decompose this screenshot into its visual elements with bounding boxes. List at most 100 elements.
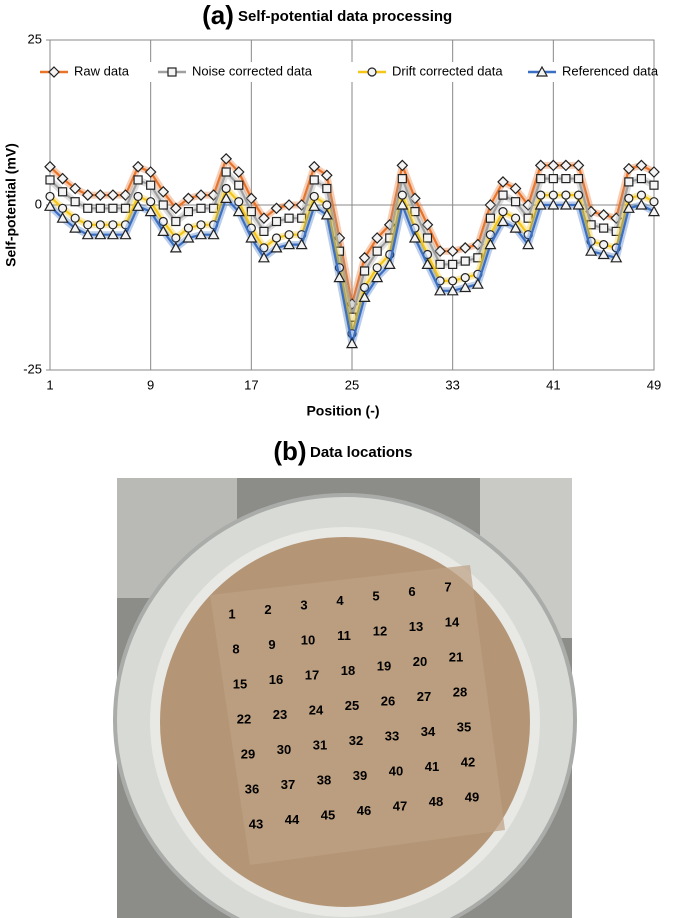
- marker: [221, 183, 231, 194]
- marker: [171, 216, 181, 227]
- legend-background: [51, 62, 653, 82]
- marker: [133, 175, 143, 185]
- marker: [308, 200, 321, 211]
- marker: [56, 211, 69, 223]
- legend-label: Referenced data: [562, 63, 659, 78]
- location-label: 1: [228, 606, 235, 621]
- marker: [396, 159, 409, 172]
- marker: [597, 209, 610, 221]
- marker: [371, 271, 384, 283]
- marker: [473, 253, 483, 263]
- location-label: 21: [449, 649, 463, 664]
- marker: [446, 284, 459, 296]
- marker: [95, 220, 105, 230]
- location-label: 28: [453, 684, 467, 699]
- location-label: 29: [241, 746, 255, 761]
- marker: [45, 175, 55, 185]
- photo: [113, 478, 577, 918]
- location-label: 41: [425, 759, 439, 774]
- marker: [70, 213, 80, 223]
- marker: [383, 258, 396, 269]
- location-label: 22: [237, 711, 251, 726]
- marker: [649, 180, 659, 190]
- location-label: 39: [353, 768, 367, 783]
- marker: [120, 203, 131, 213]
- panel-label: (a): [202, 0, 234, 30]
- legend-label: Drift corrected data: [392, 63, 503, 78]
- marker: [57, 187, 68, 197]
- marker: [635, 159, 648, 172]
- marker: [509, 221, 522, 233]
- marker: [358, 291, 371, 302]
- marker: [624, 177, 634, 187]
- marker: [459, 281, 472, 293]
- marker: [397, 190, 407, 200]
- marker: [622, 202, 635, 213]
- marker: [83, 203, 93, 213]
- marker: [510, 197, 521, 207]
- marker: [572, 159, 585, 172]
- marker: [333, 271, 346, 283]
- marker: [421, 258, 434, 269]
- marker: [146, 197, 156, 207]
- marker: [232, 166, 245, 178]
- location-label: 26: [381, 693, 395, 708]
- marker: [636, 190, 647, 200]
- marker: [119, 189, 132, 201]
- marker: [297, 213, 307, 223]
- marker: [561, 174, 571, 184]
- location-label: 7: [444, 579, 451, 594]
- marker: [270, 202, 283, 215]
- marker: [648, 166, 660, 178]
- y-tick-label: 0: [35, 196, 42, 211]
- marker: [221, 167, 231, 177]
- sheet: [210, 565, 505, 865]
- location-label: 23: [273, 707, 287, 722]
- marker: [182, 192, 195, 205]
- location-label: 15: [233, 676, 247, 691]
- marker: [157, 225, 170, 236]
- chart-title: Self-potential data processing: [238, 8, 452, 25]
- marker: [270, 241, 283, 253]
- location-label: 35: [457, 719, 471, 734]
- marker: [169, 241, 182, 253]
- marker: [498, 190, 508, 200]
- marker: [94, 228, 107, 240]
- marker: [108, 203, 118, 213]
- location-label: 17: [305, 667, 319, 682]
- marker: [146, 180, 156, 190]
- marker: [408, 231, 421, 243]
- location-label: 40: [389, 763, 403, 778]
- marker: [283, 199, 295, 211]
- marker: [358, 251, 371, 264]
- marker: [497, 176, 509, 188]
- marker: [284, 230, 294, 240]
- marker: [559, 198, 572, 210]
- location-label: 16: [269, 672, 283, 687]
- marker: [597, 248, 610, 260]
- marker: [446, 245, 459, 258]
- marker: [548, 174, 558, 184]
- legend-label: Noise corrected data: [192, 63, 313, 78]
- marker: [509, 182, 522, 195]
- marker: [371, 232, 384, 244]
- location-label: 37: [281, 777, 295, 792]
- marker: [271, 233, 282, 243]
- marker: [295, 238, 308, 250]
- location-label: 33: [385, 728, 399, 743]
- location-label: 2: [264, 602, 271, 617]
- marker: [396, 198, 409, 210]
- marker: [182, 231, 195, 243]
- location-label: 31: [313, 737, 327, 752]
- marker: [106, 228, 119, 240]
- location-label: 43: [249, 816, 263, 831]
- marker: [283, 238, 296, 250]
- marker: [194, 228, 208, 240]
- marker: [195, 189, 207, 201]
- marker: [83, 220, 93, 230]
- marker: [207, 228, 220, 240]
- x-tick-label: 9: [147, 377, 154, 392]
- location-label: 38: [317, 772, 331, 787]
- location-label: 44: [285, 812, 300, 827]
- marker: [359, 266, 370, 276]
